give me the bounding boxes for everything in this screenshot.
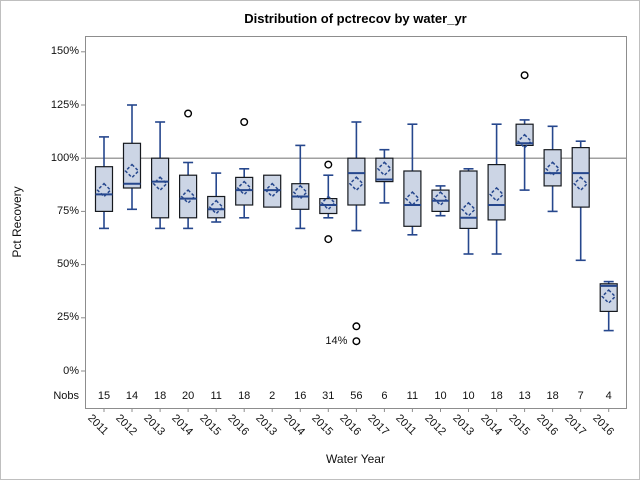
nobs-value: 18 — [490, 389, 503, 402]
box-2016-16 — [543, 125, 562, 412]
outlier-point — [240, 117, 249, 126]
iqr-box — [263, 174, 282, 208]
iqr-box — [235, 176, 254, 206]
nobs-value: 4 — [605, 389, 612, 402]
outlier-point — [352, 337, 361, 346]
mean-diamond — [124, 163, 140, 179]
box-2014-7 — [291, 144, 310, 412]
box-2016-5 — [235, 117, 254, 412]
x-axis-label: Water Year — [326, 452, 385, 466]
box-2014-3 — [179, 109, 198, 412]
box-2013-13 — [459, 168, 478, 412]
box-2013-2 — [151, 121, 170, 412]
iqr-box — [207, 195, 226, 219]
nobs-value: 16 — [294, 389, 307, 402]
nobs-value: 18 — [546, 389, 559, 402]
nobs-value: 10 — [462, 389, 475, 402]
mean-diamond — [292, 184, 308, 200]
box-2013-6 — [263, 174, 282, 412]
outlier-point — [324, 235, 333, 244]
nobs-value: 11 — [406, 389, 419, 402]
outlier-point — [184, 109, 193, 118]
mean-diamond — [489, 186, 505, 202]
mean-diamond — [348, 176, 364, 192]
box-2014-14 — [487, 123, 506, 412]
iqr-box — [459, 170, 478, 230]
box-2016-18 — [599, 280, 618, 412]
outlier-point — [324, 160, 333, 169]
box-2015-4 — [207, 172, 226, 412]
y-axis-tick-label: 0% — [63, 364, 79, 377]
nobs-value: 18 — [153, 389, 167, 402]
outlier-annotation-label: 14% — [325, 334, 348, 347]
box-2015-15 — [515, 71, 534, 412]
outlier-point — [352, 322, 361, 331]
nobs-value: 15 — [97, 389, 111, 402]
iqr-box — [319, 198, 338, 215]
box-2015-8 — [319, 160, 338, 412]
mean-diamond — [208, 199, 224, 215]
nobs-value: 18 — [238, 389, 251, 402]
nobs-value: 11 — [210, 389, 222, 402]
box-2017-17 — [571, 140, 590, 412]
box-2012-12 — [431, 185, 450, 412]
iqr-box — [375, 157, 394, 183]
mean-diamond — [573, 176, 589, 192]
nobs-value: 10 — [434, 389, 447, 402]
box-2012-1 — [122, 104, 142, 412]
y-axis-tick-label: 125% — [50, 98, 79, 111]
outlier-point — [520, 71, 529, 80]
y-axis-tick-label: 50% — [56, 258, 79, 271]
box-2011-0 — [94, 136, 114, 412]
nobs-header: Nobs — [53, 389, 79, 402]
mean-diamond — [96, 182, 112, 198]
mean-diamond — [180, 188, 196, 205]
iqr-box — [94, 166, 114, 212]
chart-title: Distribution of pctrecov by water_yr — [244, 11, 467, 26]
y-axis-tick-label: 150% — [50, 45, 79, 58]
box-2016-9 — [347, 121, 366, 412]
iqr-box — [599, 283, 618, 312]
nobs-value: 13 — [518, 389, 531, 402]
mean-diamond — [432, 191, 449, 207]
iqr-box — [543, 149, 562, 187]
mean-diamond — [404, 191, 420, 207]
nobs-value: 56 — [350, 389, 363, 402]
y-axis-tick-label: 75% — [56, 204, 79, 217]
mean-diamond — [460, 201, 477, 217]
iqr-box — [347, 157, 366, 206]
mean-diamond — [601, 288, 617, 305]
box-2017-10 — [375, 148, 394, 412]
y-axis-tick-label: 25% — [56, 311, 79, 324]
nobs-value: 14 — [125, 389, 139, 402]
mean-diamond — [264, 182, 280, 198]
mean-diamond — [376, 161, 392, 177]
iqr-box — [487, 164, 506, 221]
mean-diamond — [152, 176, 168, 192]
nobs-value: 2 — [269, 389, 276, 402]
nobs-value: 6 — [381, 389, 388, 402]
iqr-box — [151, 157, 170, 219]
mean-diamond — [236, 180, 252, 196]
iqr-box — [122, 142, 142, 189]
nobs-value: 20 — [181, 389, 195, 402]
mean-diamond — [517, 133, 533, 149]
mean-diamond — [320, 195, 336, 211]
iqr-box — [179, 174, 198, 219]
mean-diamond — [545, 161, 561, 177]
iqr-box — [403, 170, 422, 227]
nobs-value: 31 — [322, 389, 335, 402]
y-axis-tick-label: 100% — [50, 151, 79, 164]
box-2011-11 — [403, 123, 422, 412]
nobs-value: 7 — [577, 389, 584, 402]
